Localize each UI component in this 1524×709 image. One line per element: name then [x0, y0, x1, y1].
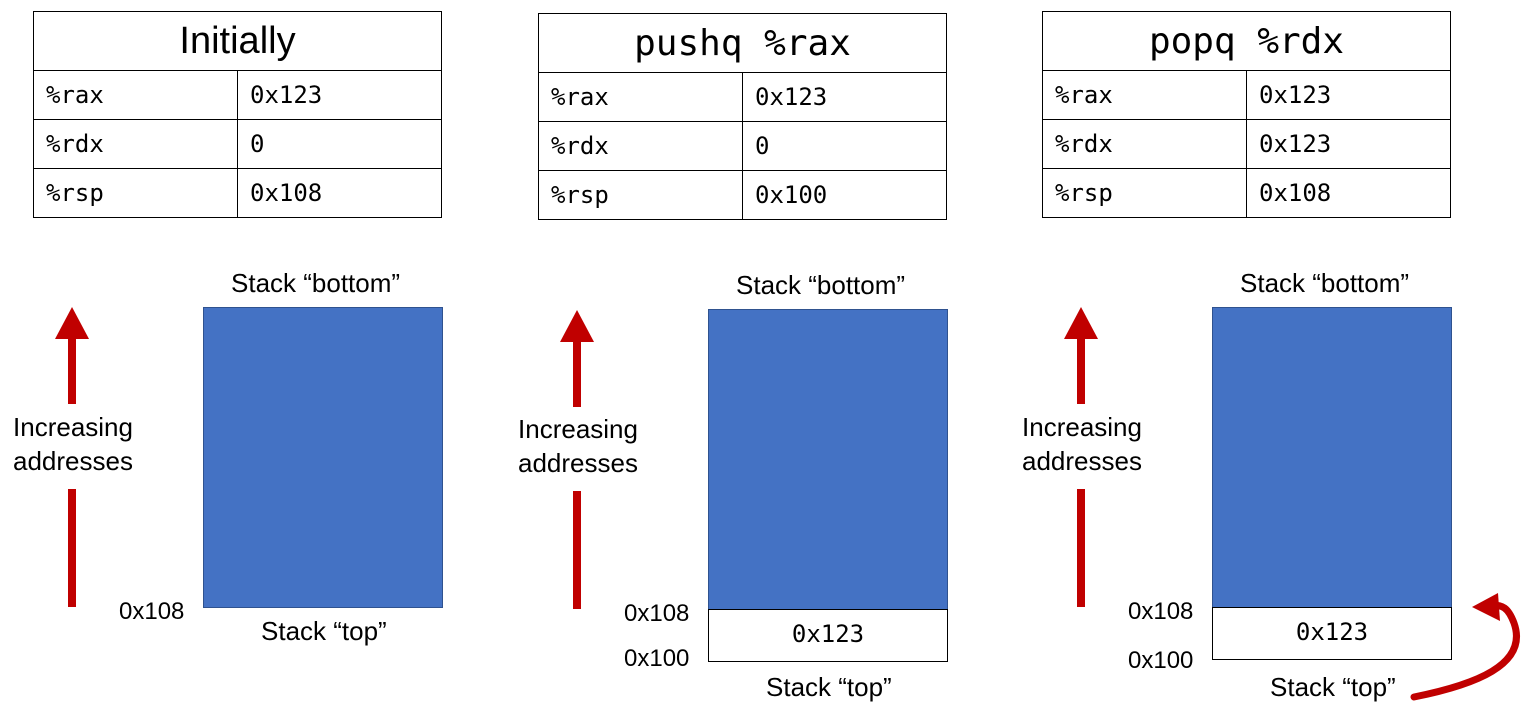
- register-value-rax: 0x123: [1246, 70, 1451, 120]
- register-table: Initially %rax 0x123 %rdx 0 %rsp 0x108: [33, 11, 442, 218]
- stack-slot-pushed: 0x123: [708, 609, 948, 662]
- stack-top-label: Stack “top”: [1270, 672, 1396, 702]
- panel-pushq: pushq %rax %rax 0x123 %rdx 0 %rsp 0x100 …: [505, 0, 975, 709]
- register-table: pushq %rax %rax 0x123 %rdx 0 %rsp 0x100: [538, 13, 947, 220]
- address-label-0x100: 0x100: [1128, 647, 1194, 674]
- arrow-shaft-upper: [1077, 338, 1085, 404]
- register-name-rdx: %rdx: [1042, 119, 1247, 169]
- increasing-label-line1: Increasing: [13, 412, 133, 442]
- increasing-addresses-label: Increasing addresses: [1017, 410, 1147, 478]
- arrow-shaft-lower: [1077, 489, 1085, 607]
- increasing-label-line1: Increasing: [518, 414, 638, 444]
- panel-title: pushq %rax: [538, 13, 947, 73]
- stack-top-label: Stack “top”: [766, 672, 892, 702]
- register-name-rax: %rax: [538, 72, 743, 122]
- up-arrow-icon: [1064, 307, 1098, 339]
- arrow-shaft-lower: [68, 489, 76, 607]
- register-name-rax: %rax: [33, 70, 238, 120]
- register-value-rsp: 0x100: [742, 170, 947, 220]
- register-value-rsp: 0x108: [237, 168, 442, 218]
- stack-region: [203, 307, 443, 608]
- stack-top-label: Stack “top”: [261, 616, 387, 646]
- increasing-addresses-label: Increasing addresses: [8, 410, 138, 478]
- register-name-rax: %rax: [1042, 70, 1247, 120]
- stack-bottom-label: Stack “bottom”: [1240, 268, 1410, 298]
- stack-region: [1212, 307, 1452, 608]
- register-name-rsp: %rsp: [538, 170, 743, 220]
- stack-bottom-label: Stack “bottom”: [736, 270, 906, 300]
- address-label-0x108: 0x108: [119, 598, 185, 625]
- increasing-label-line1: Increasing: [1022, 412, 1142, 442]
- panel-title: Initially: [33, 11, 442, 71]
- register-table: popq %rdx %rax 0x123 %rdx 0x123 %rsp 0x1…: [1042, 11, 1451, 218]
- curved-arrow-icon: [1410, 593, 1520, 701]
- up-arrow-icon: [55, 307, 89, 339]
- arrow-shaft-upper: [68, 338, 76, 404]
- register-value-rax: 0x123: [742, 72, 947, 122]
- register-value-rsp: 0x108: [1246, 168, 1451, 218]
- register-value-rax: 0x123: [237, 70, 442, 120]
- address-label-0x108: 0x108: [1128, 598, 1194, 625]
- panel-title: popq %rdx: [1042, 11, 1451, 71]
- register-value-rdx: 0x123: [1246, 119, 1451, 169]
- stack-bottom-label: Stack “bottom”: [231, 268, 401, 298]
- register-value-rdx: 0: [742, 121, 947, 171]
- address-label-0x100: 0x100: [624, 645, 690, 672]
- stack-slot-popped: 0x123: [1212, 607, 1452, 660]
- up-arrow-icon: [560, 310, 594, 342]
- arrow-shaft-lower: [573, 491, 581, 609]
- register-name-rdx: %rdx: [538, 121, 743, 171]
- arrow-shaft-upper: [573, 341, 581, 407]
- increasing-label-line2: addresses: [518, 448, 638, 478]
- address-label-0x108: 0x108: [624, 600, 690, 627]
- panel-popq: popq %rdx %rax 0x123 %rdx 0x123 %rsp 0x1…: [1009, 0, 1524, 709]
- register-name-rsp: %rsp: [33, 168, 238, 218]
- increasing-addresses-label: Increasing addresses: [513, 412, 643, 480]
- register-name-rsp: %rsp: [1042, 168, 1247, 218]
- increasing-label-line2: addresses: [1022, 446, 1142, 476]
- stack-region: [708, 309, 948, 610]
- increasing-label-line2: addresses: [13, 446, 133, 476]
- panel-initially: Initially %rax 0x123 %rdx 0 %rsp 0x108 I…: [0, 0, 470, 709]
- register-value-rdx: 0: [237, 119, 442, 169]
- register-name-rdx: %rdx: [33, 119, 238, 169]
